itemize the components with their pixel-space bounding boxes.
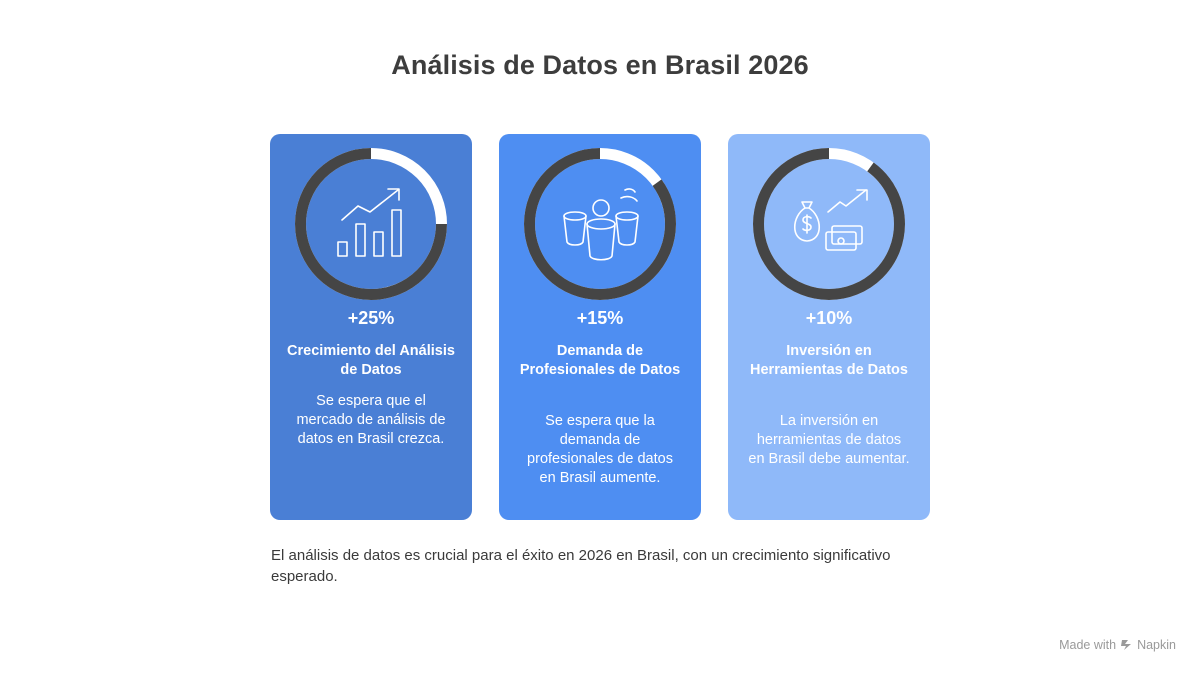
card-heading: Demanda de Profesionales de Datos (519, 343, 681, 378)
card-heading: Inversión en Herramientas de Datos (750, 343, 908, 378)
card-description: La inversión en herramientas de datos en… (748, 413, 910, 467)
card-demand: +15% Demanda de Profesionales de Datos S… (499, 134, 701, 520)
card-heading: Crecimiento del Análisis de Datos (287, 343, 455, 378)
card-description: Se espera que la demanda de profesionale… (527, 413, 673, 486)
card-growth: +25% Crecimiento del Análisis de Datos S… (270, 134, 472, 520)
money-investment-icon (793, 189, 868, 251)
progress-ring (293, 146, 449, 302)
card-percent: +15% (576, 308, 624, 328)
page-title: Análisis de Datos en Brasil 2026 (391, 50, 809, 80)
summary-text: El análisis de datos es crucial para el … (271, 547, 891, 585)
made-with-label: Made with (1059, 638, 1117, 652)
professionals-icon (563, 188, 639, 261)
bar-chart-growth-icon (337, 188, 402, 257)
card-percent: +10% (805, 308, 853, 328)
progress-ring (522, 146, 678, 302)
card-percent: +25% (347, 308, 395, 328)
card-description: Se espera que el mercado de análisis de … (296, 393, 446, 447)
napkin-brand: Napkin (1137, 638, 1176, 652)
card-investment: +10% Inversión en Herramientas de Datos … (728, 134, 930, 520)
napkin-logo-icon (1121, 640, 1132, 650)
progress-ring (751, 146, 907, 302)
napkin-footer[interactable]: Made with Napkin (1059, 638, 1176, 652)
